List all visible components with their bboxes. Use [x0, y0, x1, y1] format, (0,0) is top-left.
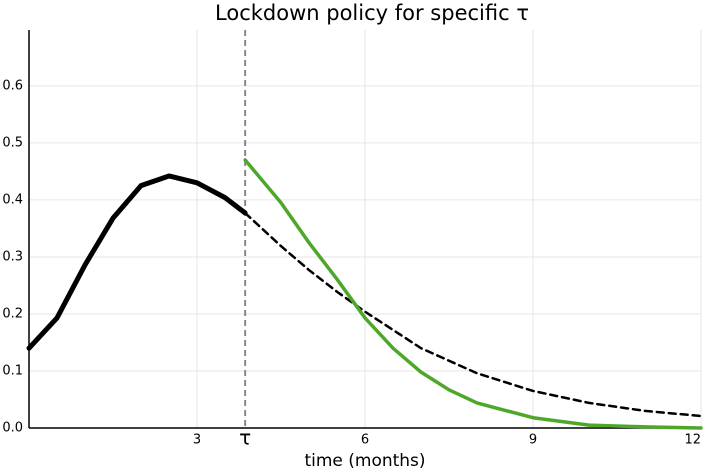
x-tick-label: 12 [684, 433, 701, 448]
y-tick-label: 0.3 [2, 249, 23, 264]
chart-title: Lockdown policy for specific τ [215, 1, 529, 25]
x-tick-label: 6 [361, 433, 369, 448]
y-tick-label: 0.4 [2, 192, 23, 207]
x-tick-label: 9 [529, 433, 537, 448]
data-line [243, 211, 703, 418]
y-tick-label: 0.1 [2, 363, 23, 378]
y-tick-label: 0.5 [2, 135, 23, 150]
y-tick-label: 0.2 [2, 306, 23, 321]
x-tick-label: τ [239, 426, 251, 450]
x-axis-label: time (months) [304, 451, 425, 471]
y-tick-label: 0.0 [2, 421, 23, 436]
y-tick-label: 0.6 [2, 78, 23, 93]
data-line [243, 158, 703, 430]
data-line [26, 173, 248, 351]
x-tick-label: 3 [193, 433, 201, 448]
